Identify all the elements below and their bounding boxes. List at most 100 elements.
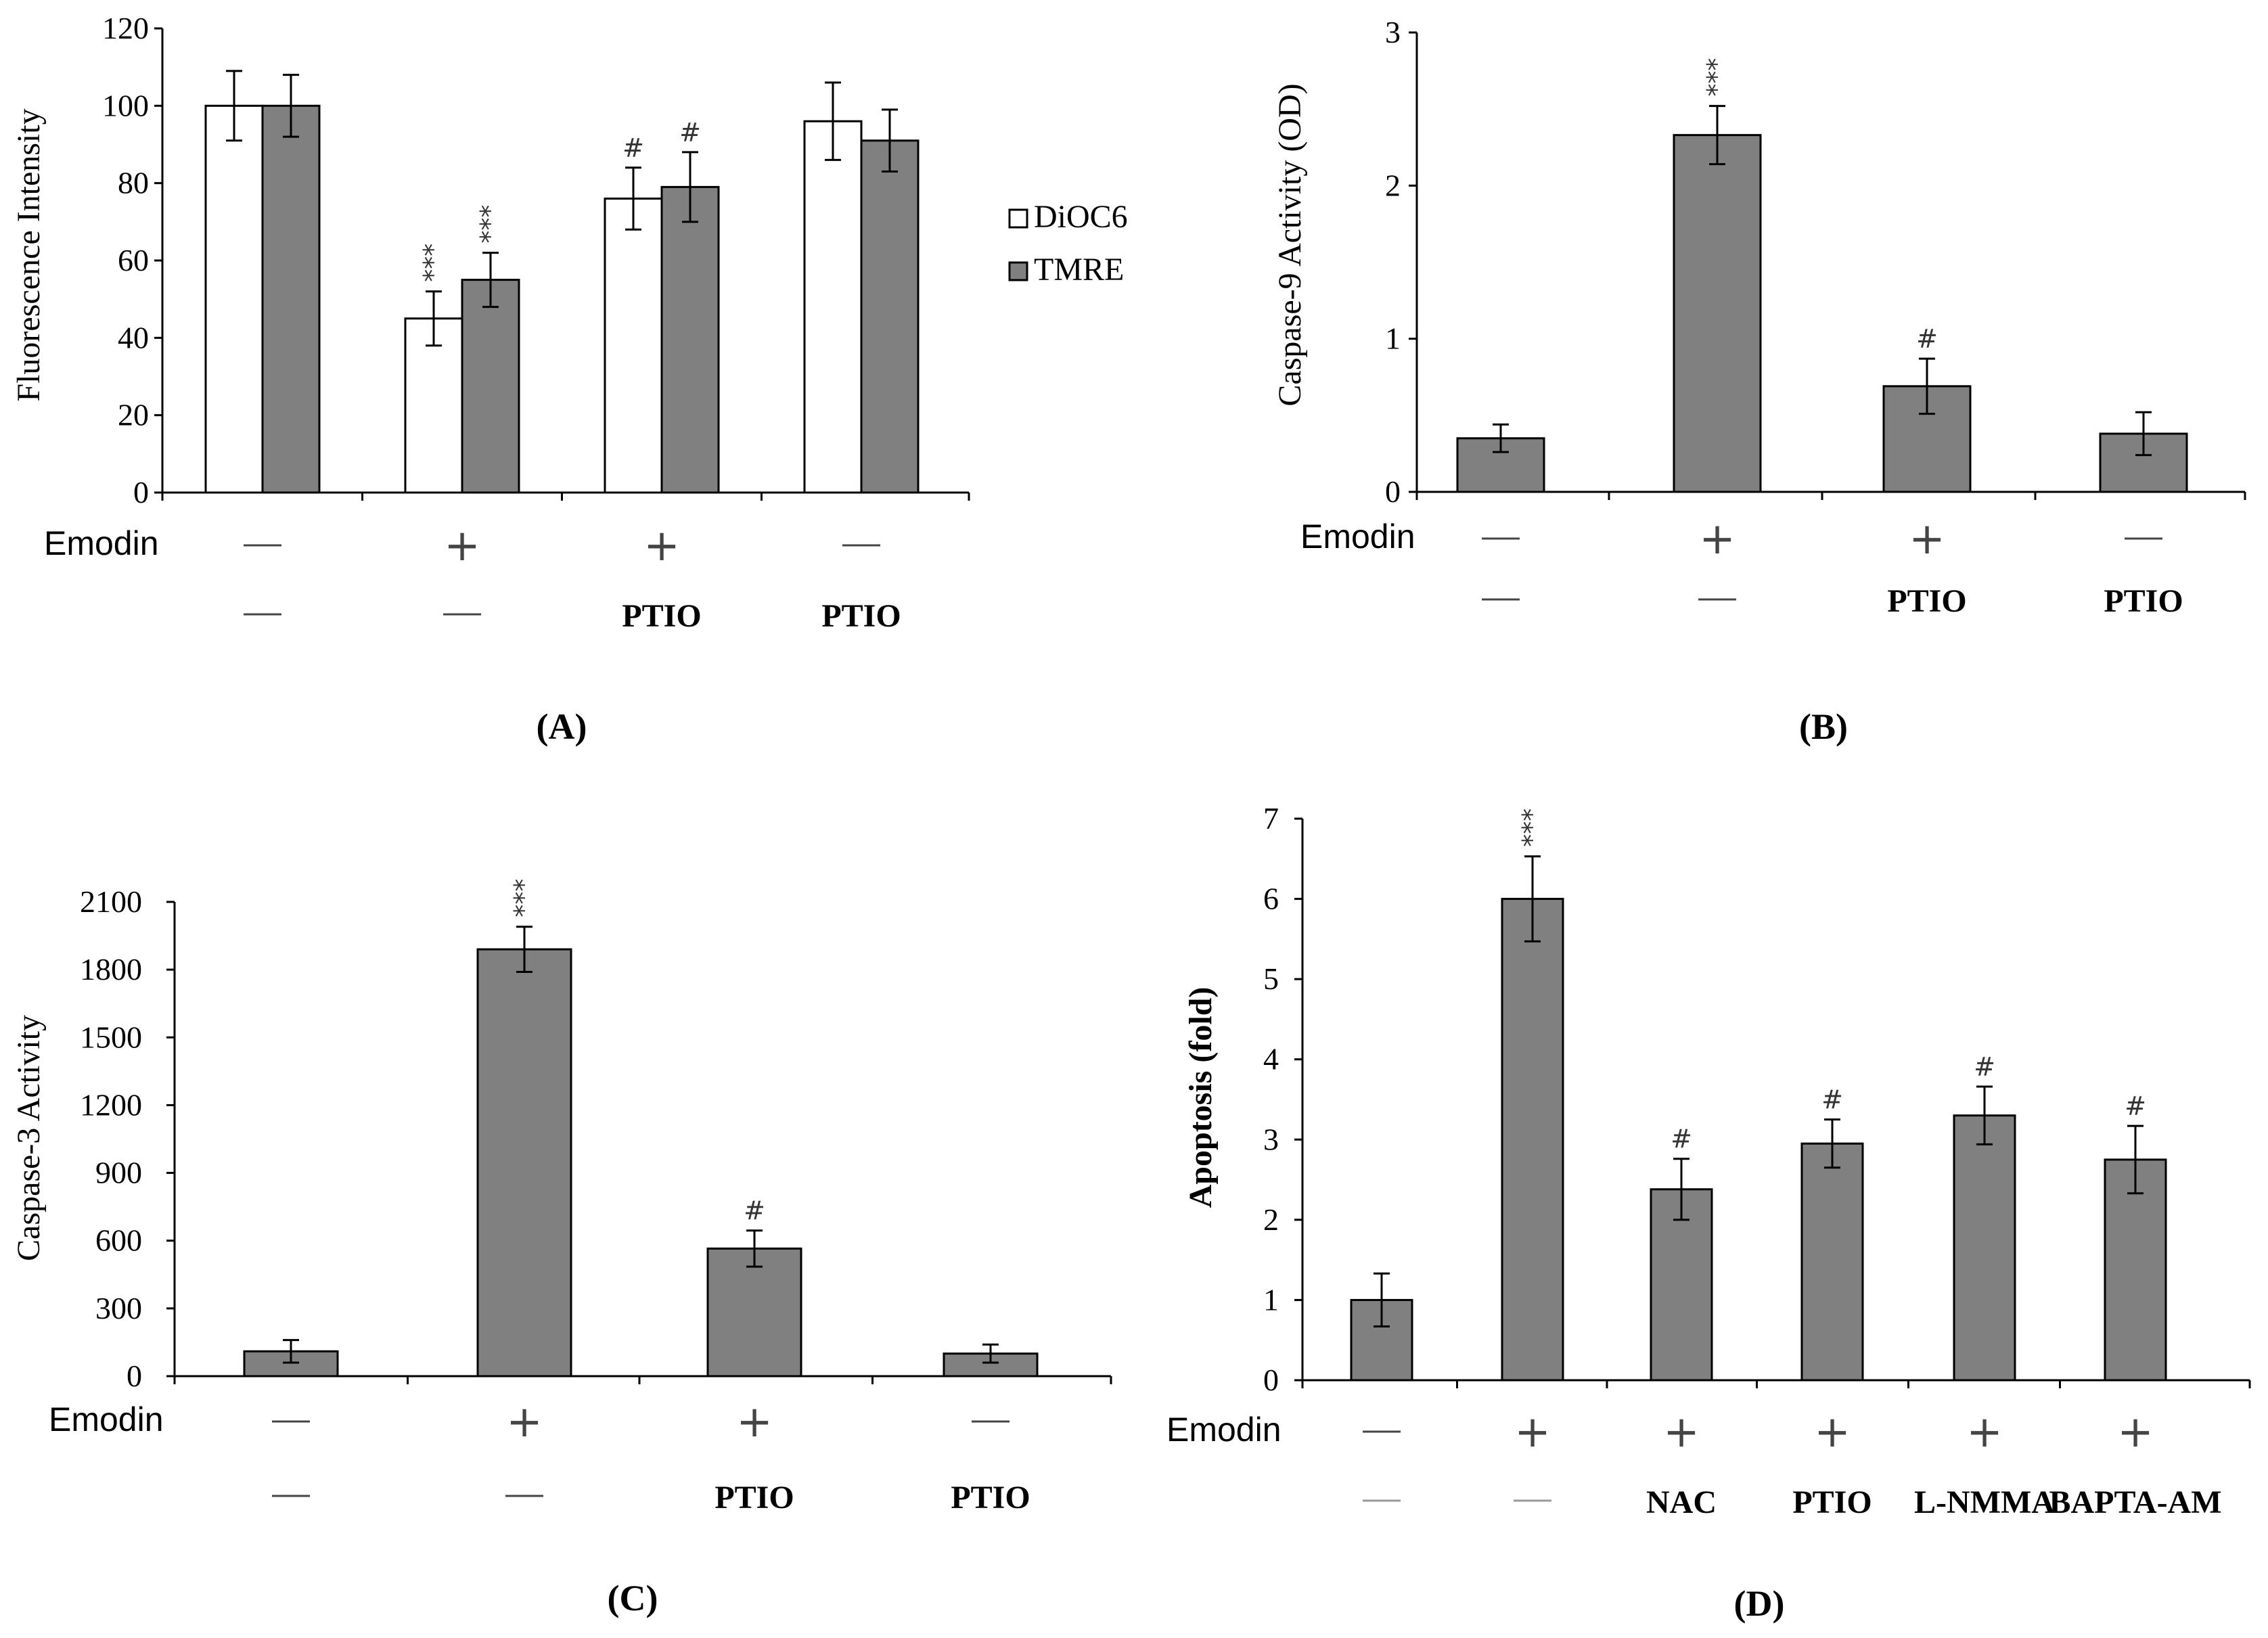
- panel-c-ylabel: Caspase-3 Activity: [11, 1015, 47, 1261]
- panel-d-plus-symbol: +: [1966, 1407, 2003, 1457]
- panel-a-ytick-label: 20: [118, 398, 149, 432]
- panel-a-dash-text: —: [440, 575, 484, 625]
- panel-b-bar: [1673, 134, 1762, 493]
- panel-c-label: (C): [608, 1578, 658, 1618]
- panel-a-dash-text: —: [840, 506, 883, 556]
- panel-c-dash-text: —: [503, 1457, 546, 1507]
- panel-d-bar: [1501, 898, 1564, 1382]
- panel-a-dash-text: —: [241, 575, 284, 625]
- panel-b-ytick-label: 0: [1385, 474, 1401, 509]
- panel-a-ylabel: Fluorescence Intensity: [11, 108, 47, 401]
- panel-c-ytick-label: 1800: [80, 952, 142, 986]
- panel-b-caspase9-chart: Caspase-9 Activity (OD) (B) 0 1 2 3 *** # Emod…: [1272, 15, 2246, 747]
- panel-d-dash-text: —: [1360, 1461, 1403, 1511]
- panel-d-plus-symbol: +: [1663, 1407, 1700, 1457]
- panel-a-significance-label: #: [622, 133, 644, 163]
- panel-d-significance-label: ***: [1517, 809, 1547, 847]
- panel-d-ytick-label: 1: [1263, 1282, 1279, 1317]
- panel-d-significance-label: #: [1821, 1085, 1843, 1115]
- panel-a-ytick-label: 40: [118, 320, 149, 355]
- panel-a-significance-label: #: [679, 118, 701, 147]
- panel-a-bar: [803, 120, 863, 494]
- panel-c-dash-text: —: [269, 1457, 313, 1507]
- panel-d-bar: [1650, 1188, 1713, 1382]
- panel-a-significance-label: ***: [475, 205, 505, 244]
- panel-d-label: (D): [1734, 1583, 1785, 1624]
- panel-b-ytick-label: 1: [1385, 321, 1401, 356]
- panel-c-dash-text: —: [269, 1382, 313, 1432]
- legend-label-dioc6: DiOC6: [1034, 199, 1128, 235]
- panel-a-bar: [404, 317, 463, 494]
- panel-c-ytick-label: 600: [95, 1223, 142, 1258]
- panel-d-significance-label: #: [2125, 1091, 2146, 1121]
- panel-a-fluorescence-chart: Fluorescence Intensity (A) DiOC6 TMRE 0 2…: [11, 11, 1128, 747]
- panel-d-treatment-label: NAC: [1646, 1484, 1717, 1520]
- panel-a-dash-text: —: [241, 506, 284, 556]
- panel-d-significance-label: #: [1974, 1052, 1995, 1082]
- panel-b-significance-label: #: [1916, 324, 1938, 354]
- panel-d-dash-text: —: [1511, 1461, 1554, 1511]
- panel-d-treatment-label: PTIO: [1792, 1484, 1872, 1520]
- panel-a-plus-symbol: +: [444, 521, 480, 571]
- panel-c-bar: [706, 1247, 802, 1378]
- panel-b-significance-label: ***: [1702, 58, 1731, 97]
- panel-d-row-label: Emodin: [1166, 1411, 1282, 1449]
- panel-a-bar: [660, 185, 720, 494]
- panel-d-ytick-label: 0: [1263, 1363, 1279, 1397]
- panel-d-apoptosis-chart: Apoptosis (fold) (D) 0 1 2 3 4 5 6 7 *** # # # # Emod…: [1166, 801, 2251, 1624]
- panel-d-significance-label: #: [1671, 1124, 1692, 1154]
- panel-d-bar: [1953, 1114, 2016, 1382]
- panel-c-plus-symbol: +: [736, 1397, 773, 1447]
- panel-b-label: (B): [1799, 706, 1848, 747]
- panel-d-ytick-label: 7: [1263, 801, 1279, 836]
- panel-d-ylabel: Apoptosis (fold): [1183, 987, 1219, 1208]
- panel-d-dash-text: —: [1360, 1392, 1403, 1442]
- panel-c-caspase3-chart: Caspase-3 Activity (C) 0 300 600 900 1200 150…: [11, 879, 1112, 1618]
- legend-label-tmre: TMRE: [1034, 252, 1124, 288]
- panel-d-treatment-label: BAPTA-AM: [2049, 1484, 2221, 1520]
- panel-b-ytick-label: 3: [1385, 15, 1401, 49]
- panel-a-ytick-label: 80: [118, 166, 149, 200]
- panel-a-bar: [604, 198, 663, 494]
- panel-b-dash-text: —: [1696, 560, 1739, 610]
- panel-a-bar: [261, 104, 321, 494]
- panel-d-plus-symbol: +: [1814, 1407, 1851, 1457]
- panel-d-ytick-label: 6: [1263, 882, 1279, 916]
- panel-a-bar: [860, 139, 920, 494]
- panel-d-ytick-label: 5: [1263, 961, 1279, 996]
- panel-a-legend: DiOC6 TMRE: [1008, 199, 1128, 288]
- panel-d-bar: [1800, 1142, 1864, 1382]
- panel-c-plus-symbol: +: [506, 1397, 543, 1447]
- panel-a-bar: [461, 279, 520, 494]
- panel-a-row-label: Emodin: [44, 524, 159, 562]
- panel-c-dash-text: —: [969, 1382, 1012, 1432]
- panel-a-bar: [204, 104, 264, 494]
- panel-c-row-label: Emodin: [49, 1401, 164, 1438]
- panel-b-ytick-label: 2: [1385, 168, 1401, 202]
- panel-a-ytick-label: 120: [102, 11, 149, 45]
- panel-a-treatment-label: PTIO: [622, 598, 701, 634]
- panel-b-treatment-label: PTIO: [2104, 583, 2183, 619]
- panel-b-dash-text: —: [2122, 499, 2165, 549]
- panel-c-bar: [476, 948, 572, 1378]
- panel-b-plus-symbol: +: [1909, 514, 1945, 564]
- panel-c-ytick-label: 900: [95, 1156, 142, 1190]
- panel-b-ylabel: Caspase-9 Activity (OD): [1272, 83, 1308, 406]
- panel-c-ytick-label: 0: [127, 1359, 142, 1393]
- panel-c-significance-label: ***: [509, 879, 539, 917]
- panel-a-significance-label: ***: [418, 244, 448, 282]
- panel-b-plus-symbol: +: [1699, 514, 1736, 564]
- panel-c-treatment-label: PTIO: [951, 1480, 1030, 1516]
- panel-a-plus-symbol: +: [643, 521, 680, 571]
- panel-d-plus-symbol: +: [1514, 1407, 1551, 1457]
- panel-a-label: (A): [537, 706, 587, 747]
- panel-a-ytick-label: 100: [102, 88, 149, 122]
- panel-d-ytick-label: 4: [1263, 1042, 1279, 1076]
- panel-a-treatment-label: PTIO: [821, 598, 901, 634]
- panel-a-ytick-label: 60: [118, 243, 149, 277]
- legend-swatch-dioc6: [1008, 208, 1028, 229]
- panel-c-significance-label: #: [744, 1196, 765, 1226]
- panel-b-treatment-label: PTIO: [1887, 583, 1966, 619]
- legend-swatch-tmre: [1008, 261, 1028, 281]
